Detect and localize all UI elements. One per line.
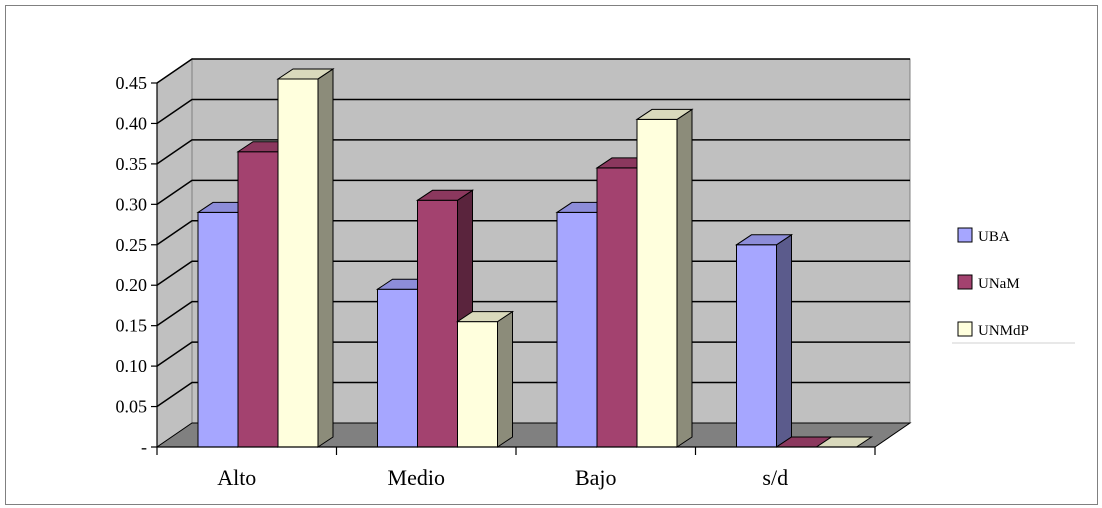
bar-top [276,68,335,80]
x-tick-label: Bajo [575,465,617,490]
gridline [156,98,910,125]
legend: UBA UNaM UNMdP [952,227,1075,344]
legend-item-uba: UBA [957,227,1010,245]
legend-item-unam: UNaM [957,274,1020,292]
bar-unmdp-bajo [635,108,694,448]
bar-front [277,78,319,448]
y-tick-labels: - 0.05 0.10 0.15 0.20 0.25 0.30 0.35 0.40 0.45 [116,73,148,457]
y-tick-label: 0.15 [116,316,148,336]
axes [151,82,876,455]
bar-front [636,118,678,448]
bar-side [776,233,792,448]
x-tick-label: Alto [217,465,256,490]
bar-front [457,321,498,448]
bar-side [676,108,693,448]
y-tick-label: 0.30 [116,194,148,214]
y-tick-label: 0.45 [116,73,148,93]
legend-label: UNaM [978,276,1020,292]
x-tick-label: Medio [388,465,445,490]
bar-front [417,199,458,448]
y-tick-label: 0.20 [116,275,148,295]
gridline [156,58,910,84]
legend-swatch [957,227,973,243]
bar-unmdp-medio [455,310,515,448]
bar-side [317,68,334,448]
legend-label: UNMdP [978,323,1029,339]
bars [196,68,874,448]
y-tick-label: - [141,437,147,457]
legend-swatch [957,274,973,290]
bar-front [556,211,598,448]
bar-front [596,167,638,448]
bar-top [455,311,515,323]
bar-top [635,108,694,120]
legend-label: UBA [978,229,1010,245]
y-tick-label: 0.25 [116,235,148,255]
bar-front [736,244,777,448]
x-tick-label: s/d [762,465,788,490]
side-wall [156,58,193,448]
x-tick-labels: Alto Medio Bajo s/d [217,465,788,490]
y-tick-label: 0.05 [116,397,148,417]
bar-front [197,211,239,448]
bar-front [237,151,279,448]
bar-top [415,189,475,201]
bar-front [377,288,418,448]
y-tick-label: 0.10 [116,356,148,376]
bar-side [497,310,513,448]
chart-walls [155,58,912,448]
bar-uba-sd [734,233,794,448]
y-tick-label: 0.40 [116,113,148,133]
legend-item-unmdp: UNMdP [957,321,1029,339]
bar-unmdp-alto [276,68,335,448]
legend-swatch [957,321,973,337]
y-tick-label: 0.35 [116,154,148,174]
bar-top [734,234,794,246]
